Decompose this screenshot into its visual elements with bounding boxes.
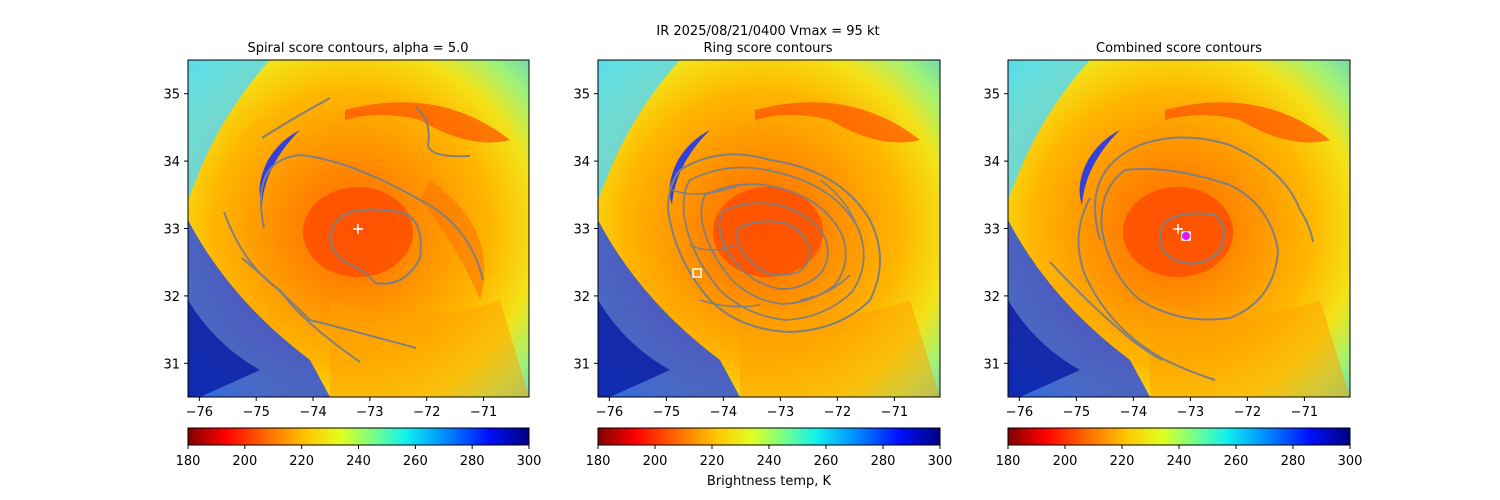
x-tick-label: −72 [1234,405,1261,420]
x-tick-label: −75 [242,405,269,420]
y-tick-label: 33 [983,223,1000,238]
center-marker-combined [1173,224,1183,234]
colorbar-label: Brightness temp, K [707,474,832,489]
colorbar-tick-label: 180 [586,454,611,469]
x-tick-label: −76 [596,405,623,420]
colorbar-tick-label: 280 [1281,454,1306,469]
colorbar-tick-label: 280 [460,454,485,469]
colorbar-combined [1007,427,1351,446]
y-tick-label: 35 [573,88,590,103]
panel-title-ring: Ring score contours [703,41,832,56]
x-tick-label: −71 [881,405,908,420]
y-tick-label: 32 [573,290,590,305]
figure-suptitle: IR 2025/08/21/0400 Vmax = 95 kt [656,24,879,39]
x-tick-label: −74 [299,405,326,420]
colorbar-tick-label: 180 [996,454,1021,469]
x-tick-label: −71 [1291,405,1318,420]
colorbar-tick-label: 300 [517,454,542,469]
x-tick-label: −76 [186,405,213,420]
colorbar-tick-label: 200 [1053,454,1078,469]
colorbar-tick-label: 220 [289,454,314,469]
x-tick-label: −72 [824,405,851,420]
colorbar-tick-label: 200 [232,454,257,469]
colorbar-tick-label: 200 [643,454,668,469]
y-tick-label: 31 [573,357,590,372]
colorbar-tick-label: 260 [1224,454,1249,469]
ring-center-square-marker [692,268,702,278]
x-tick-label: −73 [767,405,794,420]
colorbar-tick-label: 240 [346,454,371,469]
colorbar-tick-label: 220 [1110,454,1135,469]
x-tick-label: −73 [356,405,383,420]
center-marker-spiral [353,224,363,234]
y-tick-label: 32 [983,290,1000,305]
y-tick-label: 31 [163,357,180,372]
x-tick-label: −71 [470,405,497,420]
colorbar-tick-label: 260 [814,454,839,469]
x-tick-label: −73 [1177,405,1204,420]
y-tick-label: 35 [163,88,180,103]
y-tick-label: 34 [983,155,1000,170]
y-tick-label: 34 [163,155,180,170]
colorbar-tick-label: 240 [757,454,782,469]
x-tick-label: −75 [653,405,680,420]
colorbar-tick-label: 260 [403,454,428,469]
y-tick-label: 34 [573,155,590,170]
colorbar-tick-label: 300 [1338,454,1363,469]
y-tick-label: 33 [573,223,590,238]
y-tick-label: 32 [163,290,180,305]
x-tick-label: −74 [1120,405,1147,420]
x-tick-label: −74 [710,405,737,420]
colorbar-ring [597,427,941,446]
panel-combined: Combined score contours −76 −75 −74 −73 −72 −… [983,41,1362,469]
y-tick-label: 35 [983,88,1000,103]
colorbar-tick-label: 280 [871,454,896,469]
y-tick-label: 31 [983,357,1000,372]
panel-ring: Ring score contours −76 −75 −74 −73 −72 −71 31… [573,41,952,489]
colorbar-tick-label: 180 [176,454,201,469]
ir-image-ring [598,60,940,397]
colorbar-tick-label: 220 [700,454,725,469]
colorbar-tick-label: 240 [1167,454,1192,469]
x-tick-label: −76 [1006,405,1033,420]
panel-title-spiral: Spiral score contours, alpha = 5.0 [247,41,468,56]
combined-best-center-marker [1182,232,1190,240]
panel-title-combined: Combined score contours [1096,41,1262,56]
x-tick-label: −72 [413,405,440,420]
x-tick-label: −75 [1063,405,1090,420]
colorbar-tick-label: 300 [928,454,953,469]
panel-spiral: Spiral score contours, alpha = 5.0 −76 −7… [163,41,541,469]
colorbar-spiral [187,427,530,446]
y-tick-label: 33 [163,223,180,238]
